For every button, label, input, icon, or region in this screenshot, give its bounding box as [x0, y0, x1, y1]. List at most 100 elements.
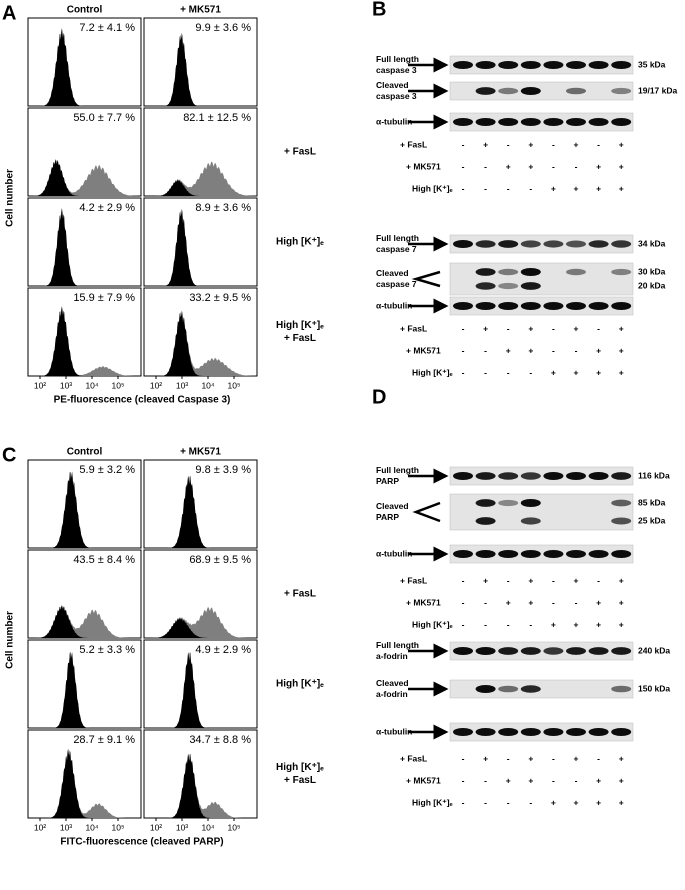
- molecular-weight: 116 kDa: [638, 470, 670, 480]
- row-label: + FasL: [284, 775, 316, 786]
- blot-band: [588, 118, 609, 126]
- x-tick-label: 10³: [60, 822, 72, 832]
- treatment-sign: +: [574, 753, 579, 763]
- row-label: + FasL: [284, 589, 316, 600]
- treatment-sign: -: [597, 753, 600, 763]
- blot-band: [520, 240, 541, 248]
- blot-row-label: Cleaved: [376, 678, 409, 688]
- y-axis-label: Cell number: [5, 611, 16, 669]
- blot-band: [453, 728, 473, 736]
- treatment-sign: -: [507, 797, 510, 807]
- molecular-weight: 25 kDa: [638, 515, 666, 525]
- blot-band: [588, 647, 609, 655]
- histogram: [143, 197, 258, 287]
- blot-band: [543, 647, 564, 655]
- treatment-sign: -: [507, 619, 510, 629]
- blot-strip: [449, 641, 634, 661]
- treatment-sign: +: [596, 161, 601, 171]
- molecular-weight: 19/17 kDa: [638, 85, 677, 95]
- treatment-sign: -: [462, 345, 465, 355]
- blot-band: [566, 61, 586, 69]
- treatment-label: + MK571: [406, 775, 441, 785]
- blot-band: [611, 728, 632, 736]
- blot-strip: [449, 544, 634, 564]
- treatment-sign: -: [552, 161, 555, 171]
- blot-strip: [449, 493, 634, 531]
- treatment-sign: -: [462, 775, 465, 785]
- blot-band: [588, 61, 609, 69]
- histogram: [27, 17, 142, 107]
- blot-band: [498, 302, 519, 310]
- histogram: [27, 197, 142, 287]
- treatment-sign: +: [574, 575, 579, 585]
- treatment-sign: -: [507, 367, 510, 377]
- blot-row-label: caspase 3: [376, 91, 417, 101]
- x-tick-label: 10²: [34, 380, 46, 390]
- treatment-sign: -: [597, 139, 600, 149]
- treatment-sign: +: [596, 345, 601, 355]
- x-tick-label: 10²: [150, 822, 162, 832]
- panel-letter: B: [372, 0, 386, 20]
- x-axis-label: FITC-fluorescence (cleaved PARP): [60, 837, 223, 848]
- treatment-sign: +: [596, 183, 601, 193]
- blot-band: [543, 302, 564, 310]
- histogram: [27, 459, 142, 549]
- percentage: 9.8 ± 3.9 %: [195, 464, 251, 476]
- treatment-sign: +: [483, 575, 488, 585]
- histogram: [143, 287, 258, 377]
- treatment-sign: -: [484, 367, 487, 377]
- histogram-frame: [27, 639, 142, 729]
- percentage: 82.1 ± 12.5 %: [183, 112, 251, 124]
- blot-band: [475, 87, 496, 95]
- blot-band: [498, 87, 519, 95]
- blot-band: [498, 61, 519, 69]
- blot-strip: [449, 234, 634, 254]
- percentage: 4.2 ± 2.9 %: [79, 202, 135, 214]
- percentage: 28.7 ± 9.1 %: [73, 734, 135, 746]
- treatment-sign: +: [574, 323, 579, 333]
- treatment-sign: -: [597, 575, 600, 585]
- blot-band: [498, 282, 519, 290]
- blot-band: [453, 647, 473, 655]
- blot-band: [475, 302, 496, 310]
- column-header: + MK571: [180, 447, 221, 458]
- blot-band: [566, 118, 586, 126]
- treatment-sign: -: [484, 161, 487, 171]
- molecular-weight: 30 kDa: [638, 266, 666, 276]
- treatment-sign: +: [551, 619, 556, 629]
- percentage: 9.9 ± 3.6 %: [195, 22, 251, 34]
- treatment-sign: +: [596, 597, 601, 607]
- treatment-sign: -: [462, 183, 465, 193]
- blot-row-label: α-tubulin: [376, 548, 412, 558]
- blot-band: [566, 240, 586, 248]
- blot-band: [611, 685, 632, 693]
- blot-band: [611, 268, 632, 276]
- panel-letter: C: [2, 444, 16, 466]
- percentage: 7.2 ± 4.1 %: [79, 22, 135, 34]
- blot-band: [543, 61, 564, 69]
- treatment-sign: -: [462, 367, 465, 377]
- molecular-weight: 20 kDa: [638, 280, 666, 290]
- arrow-chevron: [412, 501, 441, 523]
- treatment-sign: +: [483, 323, 488, 333]
- treatment-sign: -: [529, 797, 532, 807]
- histogram-frame: [27, 17, 142, 107]
- blot-band: [588, 728, 609, 736]
- treatment-sign: -: [462, 575, 465, 585]
- treatment-sign: -: [552, 597, 555, 607]
- histogram-frame: [143, 287, 258, 377]
- histogram-black: [28, 159, 141, 196]
- blot-band: [543, 472, 564, 480]
- blot-band: [453, 302, 473, 310]
- blot-band: [611, 550, 632, 558]
- treatment-sign: +: [619, 323, 624, 333]
- histogram-black: [144, 310, 257, 376]
- blot-band: [611, 647, 632, 655]
- row-label: High [K⁺]ₑ: [276, 320, 324, 331]
- blot-band: [498, 647, 519, 655]
- blot-band: [498, 685, 519, 693]
- blot-band: [566, 647, 586, 655]
- blot-row-label: α-tubulin: [376, 726, 412, 736]
- percentage: 43.5 ± 8.4 %: [73, 554, 135, 566]
- blot-row-label: caspase 7: [376, 244, 417, 254]
